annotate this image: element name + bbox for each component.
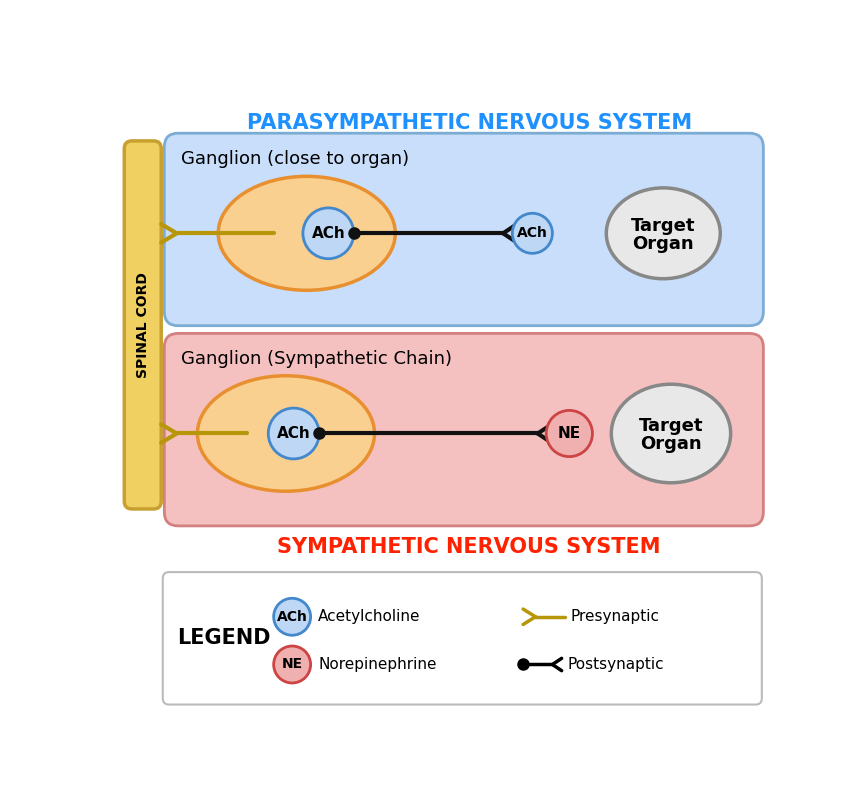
Text: NE: NE [558,426,581,441]
Text: SPINAL CORD: SPINAL CORD [136,272,150,378]
Text: Norepinephrine: Norepinephrine [319,657,436,672]
Ellipse shape [218,176,395,290]
Text: ACh: ACh [277,610,307,624]
Text: Ganglion (close to organ): Ganglion (close to organ) [181,150,410,168]
Text: Acetylcholine: Acetylcholine [319,610,421,624]
FancyBboxPatch shape [165,133,763,326]
Circle shape [274,646,311,683]
Text: ACh: ACh [312,226,346,241]
Text: LEGEND: LEGEND [177,628,270,648]
Text: Target: Target [639,417,703,435]
Ellipse shape [197,376,374,492]
FancyBboxPatch shape [125,141,161,509]
Text: Presynaptic: Presynaptic [571,610,660,624]
Text: Target: Target [631,217,695,235]
Ellipse shape [611,384,731,483]
Text: SYMPATHETIC NERVOUS SYSTEM: SYMPATHETIC NERVOUS SYSTEM [277,537,661,557]
Text: Ganglion (Sympathetic Chain): Ganglion (Sympathetic Chain) [181,350,452,368]
Text: PARASYMPATHETIC NERVOUS SYSTEM: PARASYMPATHETIC NERVOUS SYSTEM [247,113,692,133]
Circle shape [268,408,319,459]
Text: Organ: Organ [632,235,694,253]
Text: NE: NE [281,658,303,671]
Circle shape [274,598,311,635]
Ellipse shape [606,188,721,279]
Circle shape [513,213,553,253]
Text: Postsynaptic: Postsynaptic [568,657,664,672]
FancyBboxPatch shape [163,572,762,704]
Text: ACh: ACh [517,226,548,241]
FancyBboxPatch shape [165,334,763,526]
Circle shape [546,411,592,456]
Text: Organ: Organ [640,435,701,453]
Text: ACh: ACh [277,426,311,441]
Circle shape [303,208,353,259]
